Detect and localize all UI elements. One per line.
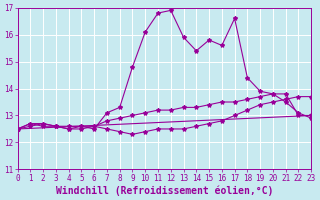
X-axis label: Windchill (Refroidissement éolien,°C): Windchill (Refroidissement éolien,°C) bbox=[56, 185, 273, 196]
